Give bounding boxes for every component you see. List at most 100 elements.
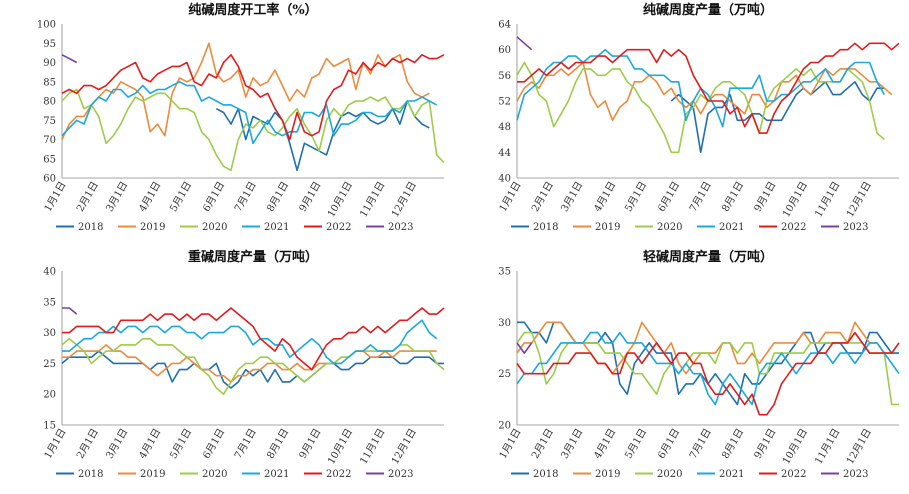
- x-tick-label: 3月1日: [104, 180, 131, 214]
- chart-title: 纯碱周度产量（万吨）: [643, 2, 773, 18]
- x-tick-label: 5月1日: [167, 180, 194, 214]
- series-line-2022: [516, 331, 900, 416]
- y-tick-label: 95: [43, 39, 56, 50]
- chart-panel-light-soda-weekly-output: 轻碱周度产量（万吨） 20 25 30 35 1月1日 2月1日 3月1日 4月1日 5月1日 6月…: [455, 247, 909, 494]
- y-tick-label: 25: [43, 359, 56, 370]
- series-line-2022: [62, 307, 445, 371]
- x-tick-label: 4月1日: [137, 427, 164, 461]
- x-tick-label: 5月1日: [622, 180, 649, 214]
- series-line-2021: [516, 331, 900, 406]
- y-tick-label: 90: [43, 58, 56, 69]
- legend-label-2019: 2019: [140, 222, 165, 233]
- y-tick-label: 100: [37, 20, 56, 31]
- x-tick-label: 11月1日: [812, 427, 842, 467]
- series-line-2023: [516, 342, 533, 354]
- chart-panel-soda-ash-operating-rate: 纯碱周度开工率（%） 60 65 70 75 80 85 90 95 100 1月1日 2月1日 3月1…: [0, 0, 454, 247]
- legend-label-2022: 2022: [781, 469, 806, 480]
- x-tick-label: 8月1日: [264, 180, 291, 214]
- y-tick-label: 52: [498, 97, 511, 108]
- series-line-2019: [516, 321, 892, 375]
- chart-title: 轻碱周度产量（万吨）: [643, 249, 773, 265]
- x-tick-label: 1月1日: [42, 180, 69, 214]
- x-tick-label: 4月1日: [137, 180, 164, 214]
- x-tick-label: 6月1日: [656, 180, 683, 214]
- legend-label-2020: 2020: [657, 469, 682, 480]
- series-line-2021: [61, 81, 438, 145]
- x-tick-label: 9月1日: [297, 427, 324, 461]
- legend-label-2019: 2019: [595, 469, 620, 480]
- legend-label-2023: 2023: [388, 469, 413, 480]
- y-tick-label: 30: [498, 318, 511, 329]
- x-tick-label: 8月1日: [719, 180, 746, 214]
- chart-title: 重碱周度产量（万吨）: [188, 249, 318, 265]
- y-tick-label: 40: [498, 174, 511, 185]
- x-tick-label: 12月1日: [389, 180, 419, 220]
- y-tick-label: 15: [43, 421, 56, 432]
- legend-label-2023: 2023: [843, 222, 868, 233]
- x-tick-label: 10月1日: [780, 180, 810, 220]
- y-tick-label: 80: [43, 97, 56, 108]
- x-tick-label: 11月1日: [812, 180, 842, 220]
- chart-panel-dense-soda-weekly-output: 重碱周度产量（万吨） 15 20 25 30 35 40 1月1日 2月1日 3月1日 4月1日 5月…: [0, 247, 454, 494]
- x-tick-label: 5月1日: [167, 427, 194, 461]
- x-tick-label: 1月1日: [497, 427, 524, 461]
- x-tick-label: 6月1日: [201, 427, 228, 461]
- series-line-2020: [61, 88, 445, 172]
- y-tick-label: 40: [43, 267, 56, 278]
- x-tick-label: 11月1日: [357, 180, 387, 220]
- series-line-2018: [215, 100, 430, 172]
- x-tick-label: 7月1日: [232, 180, 259, 214]
- x-tick-label: 2月1日: [74, 180, 101, 214]
- series-line-2021: [62, 319, 438, 365]
- legend-label-2022: 2022: [326, 222, 351, 233]
- legend-label-2020: 2020: [202, 222, 227, 233]
- series-line-2022: [61, 53, 445, 141]
- series-line-2022: [517, 42, 900, 134]
- x-tick-label: 9月1日: [752, 427, 779, 461]
- series-line-2023: [62, 307, 78, 315]
- x-tick-label: 9月1日: [297, 180, 324, 214]
- y-tick-label: 30: [43, 328, 56, 339]
- x-tick-label: 2月1日: [529, 180, 556, 214]
- x-tick-label: 1月1日: [42, 427, 69, 461]
- x-tick-label: 3月1日: [559, 427, 586, 461]
- legend-label-2023: 2023: [843, 469, 868, 480]
- y-tick-label: 35: [498, 267, 511, 278]
- x-tick-label: 10月1日: [325, 180, 355, 220]
- x-tick-label: 8月1日: [719, 427, 746, 461]
- series-line-2019: [516, 61, 893, 122]
- x-tick-label: 1月1日: [497, 180, 524, 214]
- x-tick-label: 6月1日: [656, 427, 683, 461]
- legend-label-2021: 2021: [264, 222, 289, 233]
- y-tick-label: 60: [43, 174, 56, 185]
- x-tick-label: 4月1日: [592, 180, 619, 214]
- y-tick-label: 20: [498, 421, 511, 432]
- legend-label-2020: 2020: [202, 469, 227, 480]
- legend-label-2021: 2021: [719, 222, 744, 233]
- series-line-2023: [61, 54, 78, 64]
- y-tick-label: 48: [498, 122, 511, 133]
- x-tick-label: 5月1日: [622, 427, 649, 461]
- y-tick-label: 35: [43, 297, 56, 308]
- legend-label-2019: 2019: [595, 222, 620, 233]
- chart-svg-soda-ash-weekly-output: 纯碱周度产量（万吨） 40 44 48 52 56 60 64 1月1日 2月1日 3月1日 4月1日…: [497, 2, 900, 233]
- legend-label-2018: 2018: [78, 222, 103, 233]
- x-tick-label: 10月1日: [325, 427, 355, 467]
- y-tick-label: 70: [43, 135, 56, 146]
- chart-svg-light-soda-weekly-output: 轻碱周度产量（万吨） 20 25 30 35 1月1日 2月1日 3月1日 4月1日 5月1日 6月…: [497, 249, 900, 480]
- legend-label-2018: 2018: [78, 469, 103, 480]
- series-line-2019: [61, 42, 430, 140]
- series-line-2023: [516, 36, 533, 51]
- x-tick-label: 2月1日: [529, 427, 556, 461]
- legend-label-2022: 2022: [326, 469, 351, 480]
- x-tick-label: 12月1日: [844, 427, 874, 467]
- chart-svg-soda-ash-operating-rate: 纯碱周度开工率（%） 60 65 70 75 80 85 90 95 100 1月1日 2月1日 3月1…: [37, 2, 445, 233]
- x-tick-label: 4月1日: [592, 427, 619, 461]
- x-tick-label: 7月1日: [687, 427, 714, 461]
- legend-label-2021: 2021: [719, 469, 744, 480]
- y-tick-label: 85: [43, 77, 56, 88]
- series-line-2019: [62, 344, 437, 383]
- y-tick-label: 65: [43, 154, 56, 165]
- x-tick-label: 12月1日: [389, 427, 419, 467]
- x-tick-label: 11月1日: [357, 427, 387, 467]
